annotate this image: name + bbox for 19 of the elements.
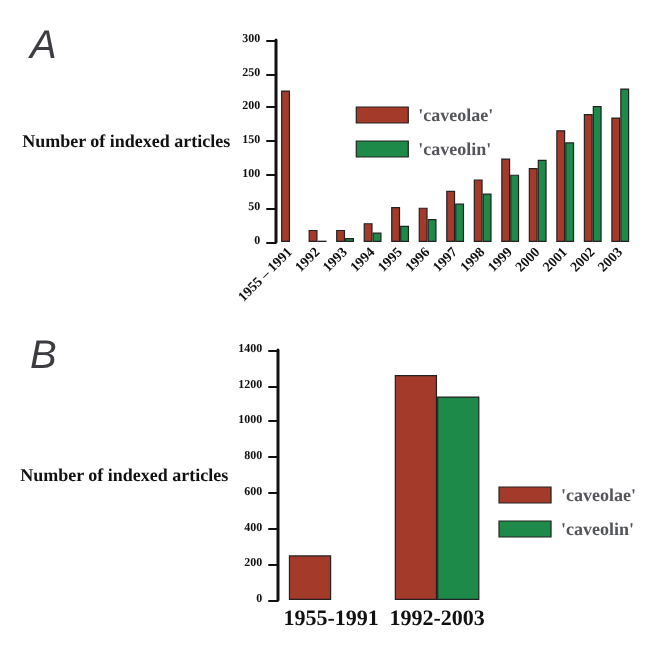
x-tick-label: 1955-1991 bbox=[283, 607, 379, 631]
bar bbox=[501, 158, 511, 242]
chart-title: B bbox=[30, 334, 57, 378]
bar bbox=[288, 555, 332, 600]
y-axis-title: Number of indexed articles bbox=[20, 465, 230, 485]
legend-label: 'caveolae' bbox=[418, 105, 494, 125]
x-tick-label: 1992-2003 bbox=[389, 607, 486, 631]
bar bbox=[336, 229, 346, 242]
bar bbox=[391, 206, 401, 242]
bar bbox=[446, 190, 456, 242]
bar bbox=[592, 105, 602, 242]
bar bbox=[556, 130, 566, 242]
legend-label: 'caveolin' bbox=[561, 519, 635, 539]
bar bbox=[281, 90, 291, 242]
y-axis-title: Number of indexed articles bbox=[22, 131, 232, 151]
legend-label: 'caveolae' bbox=[561, 485, 637, 505]
chart-title: A bbox=[28, 24, 57, 68]
legend-label: 'caveolin' bbox=[418, 139, 492, 159]
bar bbox=[537, 159, 547, 242]
